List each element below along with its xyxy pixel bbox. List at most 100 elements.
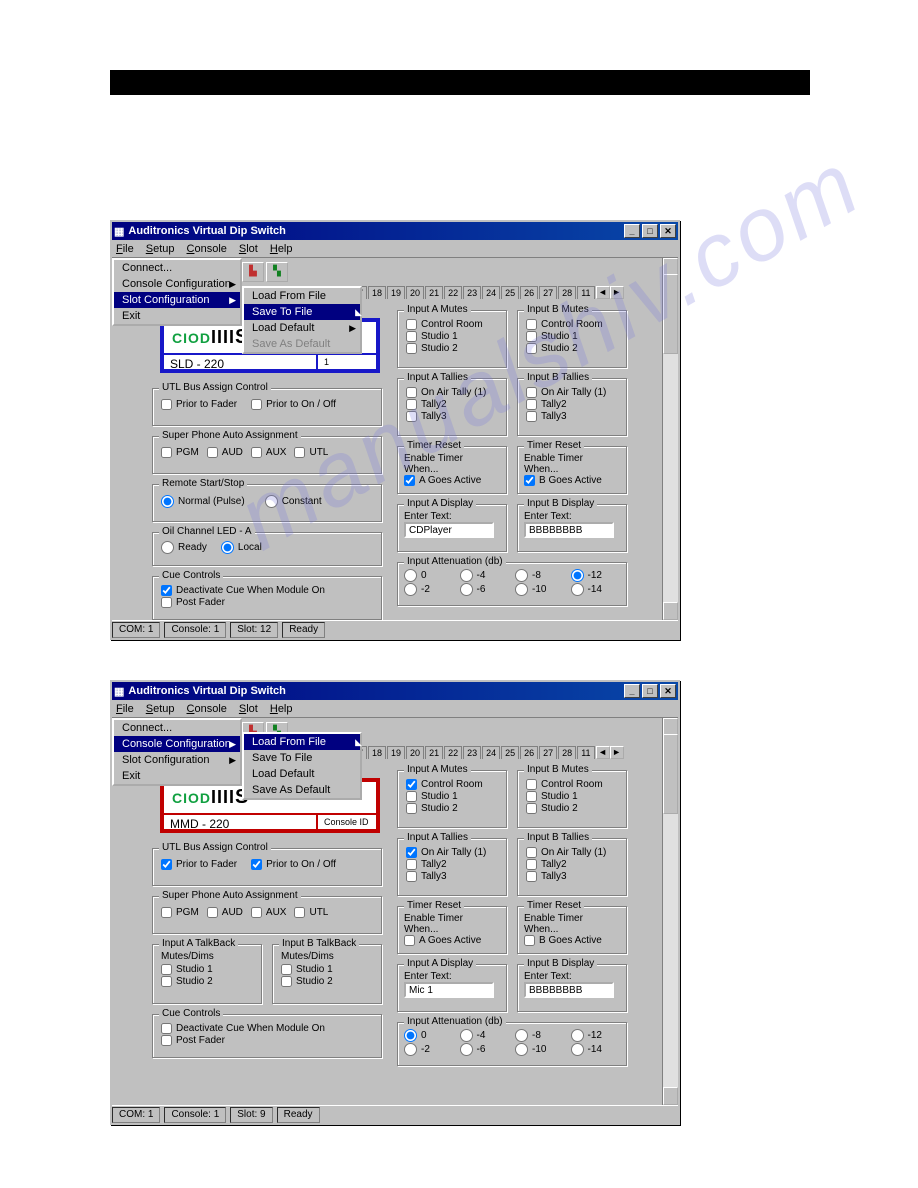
menu-slot-config[interactable]: Slot Configuration▶ — [114, 292, 240, 308]
tab-scroll-left[interactable]: ◄ — [596, 286, 610, 299]
mute-check[interactable]: Studio 2 — [406, 803, 498, 814]
aud-check[interactable]: AUD — [207, 907, 243, 918]
toolbar-icon-1[interactable]: ▙ — [242, 262, 264, 282]
vertical-scrollbar[interactable] — [662, 718, 678, 1105]
mute-check[interactable]: Control Room — [406, 779, 498, 790]
submenu-load-from-file[interactable]: Load From File — [244, 288, 360, 304]
atten-radio[interactable]: 0 — [404, 1029, 454, 1042]
menu-exit[interactable]: Exit — [114, 768, 240, 784]
utl-check[interactable]: UTL — [294, 447, 328, 458]
tab[interactable]: 26 — [520, 286, 538, 299]
atten-radio[interactable]: -12 — [571, 1029, 621, 1042]
atten-radio[interactable]: -8 — [515, 569, 565, 582]
tally-check[interactable]: Tally3 — [406, 411, 498, 422]
submenu-save-to-file[interactable]: Save To File — [244, 750, 360, 766]
tb-studio2-check[interactable]: Studio 2 — [161, 976, 253, 987]
tab[interactable]: 18 — [368, 746, 386, 759]
a-goes-active-check[interactable]: A Goes Active — [404, 475, 500, 486]
maximize-button[interactable]: □ — [642, 684, 658, 698]
input-b-display-field[interactable] — [524, 522, 614, 538]
tab[interactable]: 28 — [558, 746, 576, 759]
aux-check[interactable]: AUX — [251, 447, 287, 458]
tab-scroll-left[interactable]: ◄ — [596, 746, 610, 759]
mute-check[interactable]: Studio 1 — [406, 791, 498, 802]
minimize-button[interactable]: _ — [624, 684, 640, 698]
tally-check[interactable]: Tally3 — [406, 871, 498, 882]
prior-onoff-check[interactable]: Prior to On / Off — [251, 859, 336, 870]
close-button[interactable]: ✕ — [660, 684, 676, 698]
atten-radio[interactable]: -10 — [515, 583, 565, 596]
mute-check[interactable]: Studio 2 — [526, 343, 618, 354]
tab[interactable]: 21 — [425, 286, 443, 299]
local-radio[interactable]: Local — [221, 541, 262, 554]
aux-check[interactable]: AUX — [251, 907, 287, 918]
tab[interactable]: 24 — [482, 746, 500, 759]
tab[interactable]: 28 — [558, 286, 576, 299]
atten-radio[interactable]: -8 — [515, 1029, 565, 1042]
titlebar[interactable]: ▦ Auditronics Virtual Dip Switch _ □ ✕ — [112, 682, 678, 700]
deactivate-cue-check[interactable]: Deactivate Cue When Module On — [161, 585, 373, 596]
tally-check[interactable]: On Air Tally (1) — [406, 387, 498, 398]
atten-radio[interactable]: -14 — [571, 583, 621, 596]
constant-radio[interactable]: Constant — [265, 495, 322, 508]
atten-radio[interactable]: -12 — [571, 569, 621, 582]
b-goes-active-check[interactable]: B Goes Active — [524, 475, 620, 486]
menu-exit[interactable]: Exit — [114, 308, 240, 324]
menu-setup[interactable]: Setup — [146, 243, 175, 255]
aud-check[interactable]: AUD — [207, 447, 243, 458]
atten-radio[interactable]: -14 — [571, 1043, 621, 1056]
menu-slot[interactable]: Slot — [239, 703, 258, 715]
atten-radio[interactable]: -6 — [460, 1043, 510, 1056]
tab[interactable]: 19 — [387, 746, 405, 759]
menu-console-config[interactable]: Console Configuration▶ — [114, 736, 240, 752]
menu-connect[interactable]: Connect... — [114, 260, 240, 276]
tally-check[interactable]: Tally2 — [526, 399, 618, 410]
normal-radio[interactable]: Normal (Pulse) — [161, 495, 245, 508]
tab[interactable]: 24 — [482, 286, 500, 299]
menu-slot-config[interactable]: Slot Configuration▶ — [114, 752, 240, 768]
post-fader-check[interactable]: Post Fader — [161, 597, 373, 608]
submenu-save-as-default[interactable]: Save As Default — [244, 336, 360, 352]
atten-radio[interactable]: -4 — [460, 569, 510, 582]
prior-fader-check[interactable]: Prior to Fader — [161, 399, 237, 410]
submenu-load-default[interactable]: Load Default — [244, 766, 360, 782]
b-goes-active-check[interactable]: B Goes Active — [524, 935, 620, 946]
maximize-button[interactable]: □ — [642, 224, 658, 238]
tally-check[interactable]: On Air Tally (1) — [406, 847, 498, 858]
vertical-scrollbar[interactable] — [662, 258, 678, 620]
menu-setup[interactable]: Setup — [146, 703, 175, 715]
mute-check[interactable]: Studio 1 — [406, 331, 498, 342]
tb-studio1-check[interactable]: Studio 1 — [161, 964, 253, 975]
tab[interactable]: 27 — [539, 746, 557, 759]
menu-file[interactable]: File — [116, 703, 134, 715]
atten-radio[interactable]: -10 — [515, 1043, 565, 1056]
mute-check[interactable]: Studio 2 — [526, 803, 618, 814]
input-b-display-field[interactable] — [524, 982, 614, 998]
menu-file[interactable]: File — [116, 243, 134, 255]
menu-console[interactable]: Console — [187, 243, 227, 255]
tally-check[interactable]: On Air Tally (1) — [526, 847, 618, 858]
close-button[interactable]: ✕ — [660, 224, 676, 238]
scroll-thumb[interactable] — [663, 274, 678, 354]
tab[interactable]: 23 — [463, 286, 481, 299]
tab[interactable]: 20 — [406, 286, 424, 299]
utl-check[interactable]: UTL — [294, 907, 328, 918]
tab[interactable]: 11 — [577, 746, 594, 759]
a-goes-active-check[interactable]: A Goes Active — [404, 935, 500, 946]
mute-check[interactable]: Studio 1 — [526, 791, 618, 802]
tb-studio1-check[interactable]: Studio 1 — [281, 964, 373, 975]
post-fader-check[interactable]: Post Fader — [161, 1035, 373, 1046]
tally-check[interactable]: Tally2 — [526, 859, 618, 870]
toolbar-icon-2[interactable]: ▚ — [266, 262, 288, 282]
minimize-button[interactable]: _ — [624, 224, 640, 238]
mute-check[interactable]: Control Room — [406, 319, 498, 330]
tab[interactable]: 18 — [368, 286, 386, 299]
tally-check[interactable]: Tally2 — [406, 399, 498, 410]
menu-connect[interactable]: Connect... — [114, 720, 240, 736]
tab[interactable]: 11 — [577, 286, 594, 299]
pgm-check[interactable]: PGM — [161, 447, 199, 458]
tab[interactable]: 23 — [463, 746, 481, 759]
mute-check[interactable]: Control Room — [526, 779, 618, 790]
input-a-display-field[interactable] — [404, 982, 494, 998]
tab[interactable]: 26 — [520, 746, 538, 759]
